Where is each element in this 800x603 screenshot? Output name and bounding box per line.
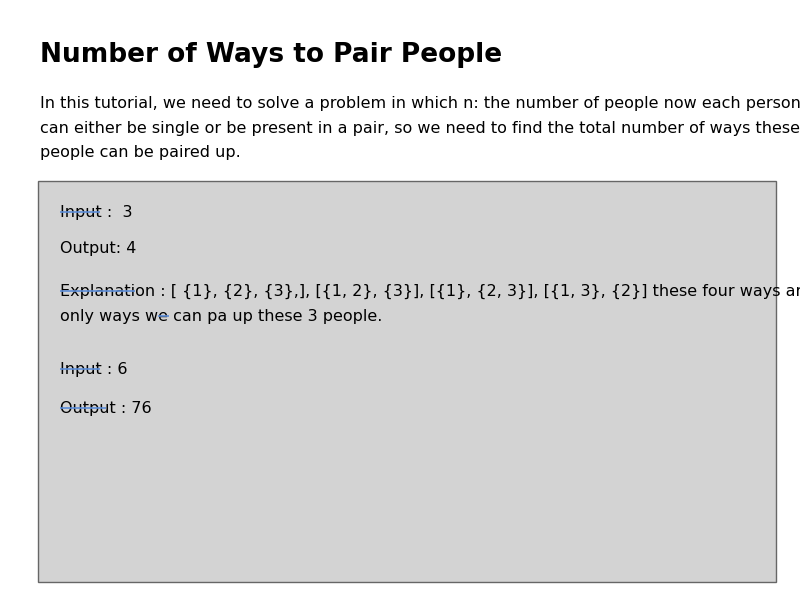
- Text: people can be paired up.: people can be paired up.: [40, 145, 241, 160]
- Text: Input :  3: Input : 3: [60, 205, 133, 220]
- Text: Input : 6: Input : 6: [60, 362, 127, 377]
- Text: Number of Ways to Pair People: Number of Ways to Pair People: [40, 42, 502, 68]
- Text: Explanation : [ {1}, {2}, {3},], [{1, 2}, {3}], [{1}, {2, 3}], [{1, 3}, {2}] the: Explanation : [ {1}, {2}, {3},], [{1, 2}…: [60, 283, 800, 298]
- Text: In this tutorial, we need to solve a problem in which n: the number of people no: In this tutorial, we need to solve a pro…: [40, 96, 800, 112]
- Text: Output: 4: Output: 4: [60, 241, 136, 256]
- Text: only ways we can pa up these 3 people.: only ways we can pa up these 3 people.: [60, 309, 382, 324]
- Text: can either be single or be present in a pair, so we need to find the total numbe: can either be single or be present in a …: [40, 121, 800, 136]
- Text: Output : 76: Output : 76: [60, 401, 152, 416]
- Bar: [38, 181, 776, 582]
